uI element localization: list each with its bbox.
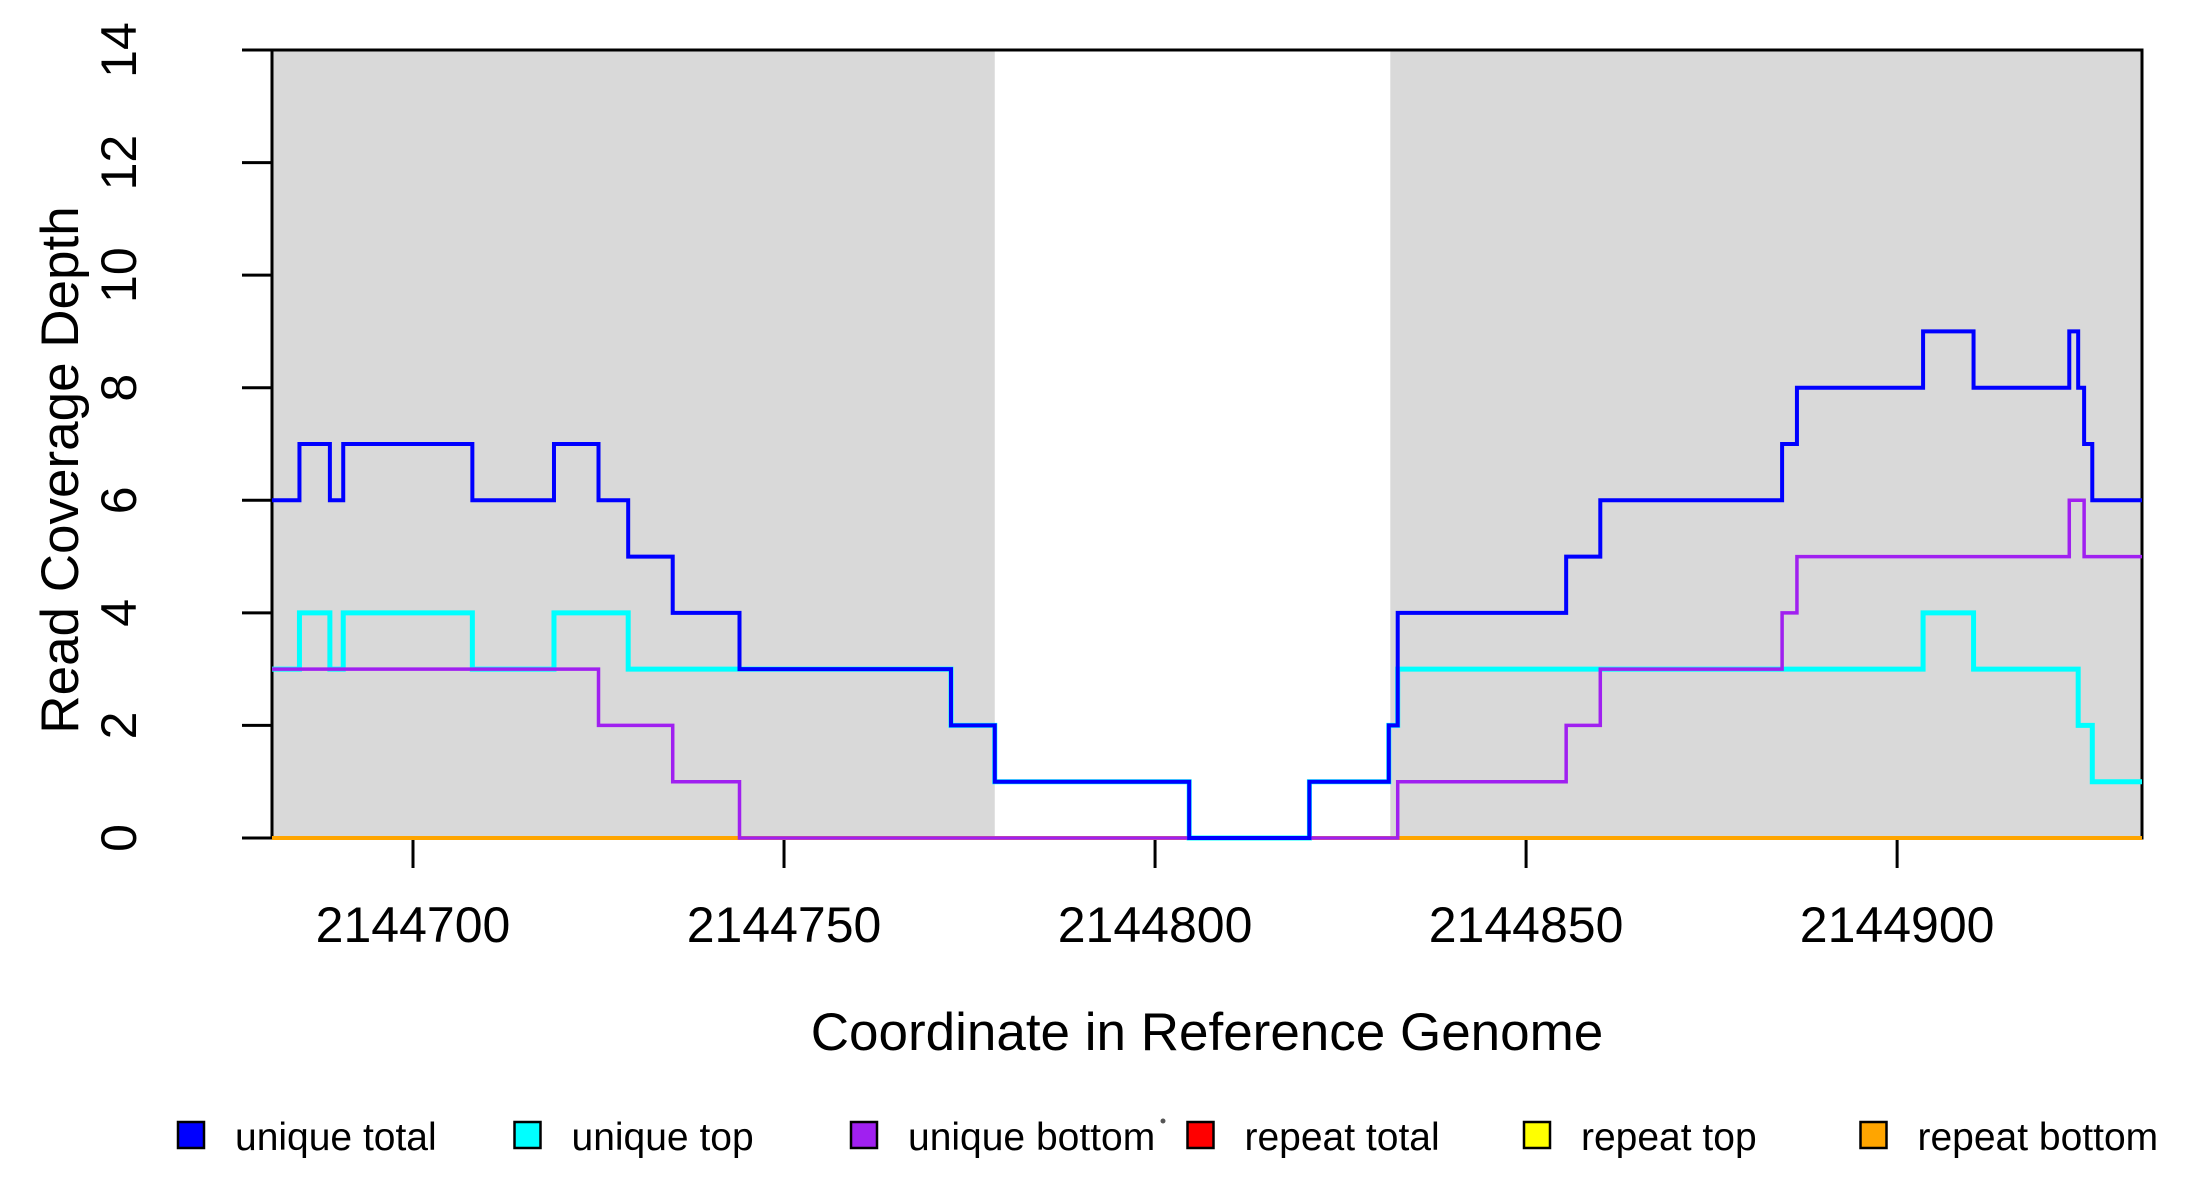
shaded-regions [272,50,2142,838]
x-tick-label: 2144900 [1800,897,1995,953]
y-tick-label: 14 [91,22,147,78]
y-tick-label: 2 [91,712,147,740]
legend-swatch [1522,1120,1552,1150]
legend-swatch [176,1120,206,1150]
x-tick-label: 2144750 [687,897,882,953]
x-axis: 2144700 2144750 2144800 2144850 2144900 [316,838,1995,953]
x-tick-label: 2144800 [1058,897,1253,953]
legend-item-unique-bottom: unique bottom [849,1116,1155,1159]
legend-item-unique-total: unique total [176,1116,437,1159]
y-tick-label: 4 [91,599,147,627]
y-tick-label: 0 [91,824,147,852]
series-lines [272,329,2142,841]
legend: unique total unique top unique bottom repea… [176,1116,2159,1159]
x-tick-label: 2144850 [1429,897,1624,953]
legend-swatch [1186,1120,1215,1150]
legend-item-repeat-total: repeat total [1186,1116,1440,1159]
y-tick-label: 10 [91,247,147,303]
x-axis-title: Coordinate in Reference Genome [811,1003,1604,1062]
legend-item-unique-top: unique top [513,1116,754,1159]
legend-item-label: repeat top [1581,1116,1757,1159]
legend-item-label: unique total [235,1116,437,1159]
y-tick-label: 6 [91,486,147,514]
legend-item-label: repeat bottom [1918,1116,2159,1159]
legend-item-repeat-bottom: repeat bottom [1859,1116,2159,1159]
legend-item-label: repeat total [1245,1116,1440,1159]
series-line-unique-total [272,329,2142,840]
legend-swatch [849,1120,879,1150]
legend-item-label: unique bottom [908,1116,1155,1159]
y-tick-label: 12 [91,135,147,191]
stray-dot [1160,1118,1166,1124]
x-tick-label: 2144700 [316,897,511,953]
legend-swatch [1859,1120,1888,1150]
y-tick-label: 8 [91,374,147,402]
shaded-region [1390,50,2142,838]
y-axis: 0 2 4 6 8 10 12 14 [91,22,272,852]
legend-item-label: unique top [572,1116,754,1159]
legend-item-repeat-top: repeat top [1522,1116,1757,1159]
series-line-unique-bottom [272,498,2142,840]
legend-swatch [513,1120,542,1150]
y-axis-title: Read Coverage Depth [31,206,90,733]
